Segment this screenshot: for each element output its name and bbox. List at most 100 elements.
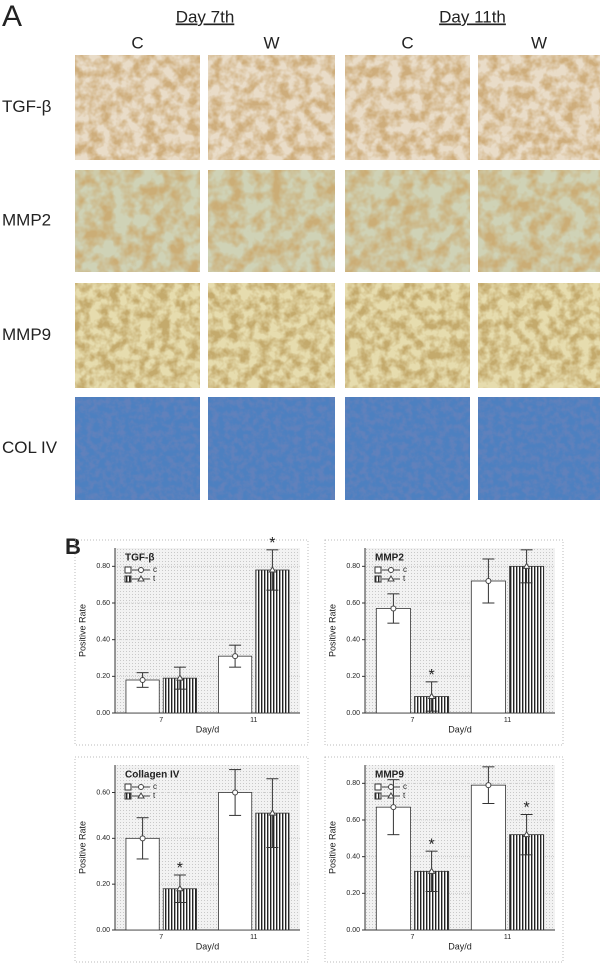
mean-marker (427, 867, 436, 874)
legend-marker (138, 567, 144, 573)
significance-mark: * (523, 800, 529, 817)
x-axis-label: Day/d (448, 941, 472, 951)
panel-label: B (65, 534, 81, 559)
legend-marker (388, 784, 394, 790)
mean-marker (268, 566, 277, 573)
legend-label: c (403, 565, 407, 574)
row-label: COL IV (2, 438, 58, 457)
micrograph-texture (345, 170, 470, 272)
y-tick-label: 0.80 (346, 780, 360, 787)
x-axis-label: Day/d (196, 941, 220, 951)
x-tick-label: 7 (411, 717, 415, 724)
mean-marker (390, 605, 397, 612)
micrograph-texture (208, 283, 335, 388)
legend-label: t (153, 791, 156, 800)
column-label: W (263, 33, 279, 52)
mean-marker (485, 578, 492, 584)
y-tick-label: 0.60 (96, 600, 110, 607)
y-tick-label: 0.00 (96, 927, 110, 934)
micrograph-texture (478, 55, 600, 160)
legend-marker (388, 567, 394, 573)
legend-marker (387, 792, 395, 799)
group-label: Day 11th (439, 7, 506, 26)
x-axis-label: Day/d (196, 724, 220, 734)
legend-label: c (153, 782, 157, 791)
legend-swatch (374, 792, 382, 800)
x-axis-label: Day/d (448, 724, 472, 734)
mean-marker (485, 782, 492, 789)
plot-area (324, 756, 564, 963)
micrograph-texture (208, 170, 335, 272)
micrograph-texture (75, 283, 200, 388)
plot-area (324, 539, 564, 746)
legend-marker (137, 575, 145, 582)
mean-marker (232, 653, 239, 660)
legend-label: t (153, 574, 156, 583)
row-label: MMP2 (2, 210, 51, 229)
chart-title: Collagen IV (125, 770, 180, 781)
chart-title: MMP9 (375, 770, 404, 781)
legend-marker (137, 792, 145, 799)
y-tick-label: 0.20 (346, 890, 360, 897)
x-tick-label: 7 (159, 934, 163, 941)
chart-title: TGF-β (125, 553, 154, 564)
y-tick-label: 0.60 (96, 789, 110, 796)
y-axis-label: Positive Rate (77, 604, 87, 657)
x-tick-label: 7 (411, 934, 415, 941)
micrograph-texture (75, 55, 200, 160)
legend-label: c (403, 782, 407, 791)
legend-swatch (374, 566, 382, 574)
micrograph-texture (345, 283, 470, 388)
x-tick-label: 11 (504, 934, 511, 941)
mean-marker (268, 809, 277, 816)
legend-marker (138, 784, 144, 790)
bar (255, 569, 290, 714)
micrograph-texture (478, 283, 600, 388)
significance-mark: * (177, 860, 183, 877)
bar (375, 608, 411, 714)
column-label: W (531, 33, 547, 52)
x-tick-label: 7 (159, 717, 163, 724)
micrograph-texture (345, 55, 470, 160)
micrograph-texture (345, 397, 470, 500)
y-tick-label: 0.20 (346, 673, 360, 680)
column-label: C (131, 33, 143, 52)
row-label: TGF-β (2, 97, 52, 116)
mean-marker (176, 674, 184, 681)
y-tick-label: 0.60 (346, 817, 360, 824)
panel-label: A (2, 0, 22, 33)
micrograph-texture (478, 397, 600, 500)
y-axis-label: Positive Rate (327, 604, 337, 657)
mean-marker (390, 804, 397, 811)
x-tick-label: 11 (250, 934, 257, 941)
micrograph-texture (75, 397, 200, 500)
y-axis-label: Positive Rate (327, 821, 337, 874)
y-tick-label: 0.80 (346, 563, 360, 570)
bar (470, 784, 506, 931)
mean-marker (522, 830, 531, 838)
legend-swatch (124, 792, 132, 800)
legend-swatch (374, 783, 382, 791)
y-tick-label: 0.40 (96, 835, 110, 842)
mean-marker (232, 789, 239, 796)
chart-title: MMP2 (375, 553, 404, 564)
x-tick-label: 11 (250, 717, 257, 724)
significance-mark: * (269, 535, 275, 552)
y-tick-label: 0.00 (346, 710, 360, 717)
legend-label: c (153, 565, 157, 574)
y-tick-label: 0.40 (96, 637, 110, 644)
mean-marker (139, 677, 146, 683)
y-tick-label: 0.00 (346, 927, 360, 934)
mean-marker (522, 562, 531, 569)
bar (509, 565, 545, 714)
legend-label: t (403, 574, 406, 583)
mean-marker (139, 835, 146, 842)
group-label: Day 7th (176, 7, 235, 26)
micrograph-texture (75, 170, 200, 272)
micrograph-texture (478, 170, 600, 272)
y-axis-label: Positive Rate (77, 821, 87, 874)
micrograph-texture (208, 397, 335, 500)
legend-label: t (403, 791, 406, 800)
legend-swatch (374, 575, 382, 583)
